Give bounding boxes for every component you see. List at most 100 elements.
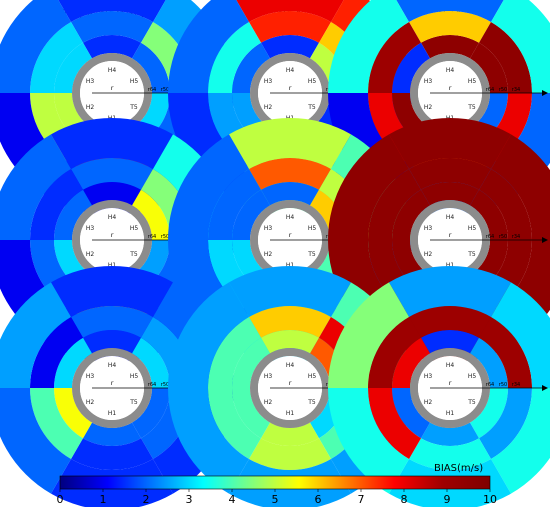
sector-cell (232, 189, 270, 240)
sector-label: H2 (424, 104, 433, 111)
sector-cell (479, 316, 532, 388)
sector-cell (491, 134, 550, 240)
sector-cell (83, 422, 141, 447)
sector-label: H3 (86, 373, 95, 380)
colorbar-label: BIAS(m/s) (434, 463, 483, 474)
sector-label: H2 (86, 104, 95, 111)
colorbar: 0 1 2 3 4 5 6 7 8 9 10 BIAS(m/s) (57, 463, 498, 506)
radius-tick-label: r50 (161, 382, 169, 388)
sector-cell (368, 316, 421, 388)
sector-label: H5 (308, 225, 317, 232)
sector-cell (249, 306, 331, 338)
sector-cell (479, 168, 532, 240)
axis-arrowhead (542, 385, 548, 391)
sector-label: H4 (108, 214, 117, 221)
sector-cell (132, 388, 170, 439)
colorbar-tick-label: 4 (229, 493, 236, 506)
sector-cell (392, 388, 430, 439)
radius-symbol: r (289, 380, 292, 387)
sector-label: T5 (467, 104, 476, 111)
sector-label: H2 (264, 104, 273, 111)
radius-tick-label: r50 (499, 382, 507, 388)
sector-cell (392, 189, 430, 240)
sector-label: H2 (86, 251, 95, 258)
sector-cell (409, 438, 491, 470)
sector-cell (261, 181, 319, 206)
sector-cell (229, 117, 351, 169)
sector-cell (132, 337, 170, 388)
sector-cell (389, 117, 511, 169)
radius-symbol: r (289, 85, 292, 92)
sector-cell (132, 42, 170, 93)
sector-label: H5 (468, 225, 477, 232)
sector-cell (71, 11, 153, 43)
sector-cell (0, 134, 71, 240)
sector-cell (391, 337, 430, 388)
sector-cell (232, 388, 270, 439)
sector-cell (249, 438, 331, 470)
sector-label: H1 (286, 262, 295, 269)
sector-label: H3 (264, 78, 273, 85)
radius-tick-label: r34 (512, 87, 520, 93)
sector-cell (54, 337, 92, 388)
sector-label: H5 (130, 225, 139, 232)
radius-tick-label: r64 (486, 234, 494, 240)
radius-symbol: r (449, 85, 452, 92)
sector-label: H1 (108, 262, 117, 269)
colorbar-tick-label: 10 (483, 493, 497, 506)
sector-cell (421, 422, 479, 447)
sector-cell (54, 388, 92, 439)
sector-cell (409, 158, 491, 190)
colorbar-tick-label: 0 (57, 493, 64, 506)
sector-label: H5 (308, 373, 317, 380)
sector-label: H5 (130, 373, 139, 380)
colorbar-tick-label: 9 (444, 493, 451, 506)
sector-cell (168, 0, 249, 93)
colorbar-tick-label: 6 (315, 493, 322, 506)
sector-cell (30, 21, 83, 94)
radius-tick-label: r34 (512, 382, 520, 388)
colorbar-tick-label: 2 (143, 493, 150, 506)
sector-cell (167, 388, 249, 494)
sector-label: H4 (286, 214, 295, 221)
sector-cell (30, 168, 83, 240)
sector-cell (167, 282, 249, 388)
sector-label: H3 (264, 225, 273, 232)
sector-cell (208, 316, 261, 388)
sector-cell (470, 337, 508, 388)
sector-label: H3 (86, 225, 95, 232)
sector-cell (54, 42, 92, 93)
radius-tick-label: r64 (486, 87, 494, 93)
sector-label: T5 (307, 104, 316, 111)
sector-label: H4 (286, 67, 295, 74)
sector-cell (132, 189, 170, 240)
colorbar-tick-label: 1 (100, 493, 107, 506)
sector-label: T5 (129, 104, 138, 111)
sector-cell (0, 388, 71, 494)
radius-tick-label: r50 (499, 234, 507, 240)
sector-label: T5 (467, 399, 476, 406)
sector-cell (208, 21, 261, 94)
sector-cell (328, 0, 409, 93)
radius-tick-label: r64 (486, 382, 494, 388)
sector-label: H1 (446, 262, 455, 269)
sector-label: H4 (446, 362, 455, 369)
sector-label: H4 (446, 214, 455, 221)
sector-label: H3 (424, 373, 433, 380)
sector-cell (51, 117, 173, 169)
sector-cell (389, 265, 511, 317)
sector-label: H3 (86, 78, 95, 85)
sector-cell (249, 11, 331, 43)
radius-tick-label: r64 (148, 234, 156, 240)
radius-tick-label: r64 (148, 382, 156, 388)
sector-cell (58, 0, 166, 22)
sector-label: H4 (108, 67, 117, 74)
polar-panel: H4 H5 T5 H1 H2 H3 r r64 r50 r34 (328, 265, 550, 507)
sector-cell (249, 158, 331, 190)
sector-cell (51, 265, 173, 317)
sector-cell (167, 134, 249, 240)
sector-cell (470, 42, 508, 93)
sector-cell (328, 282, 409, 388)
sector-cell (491, 0, 550, 93)
